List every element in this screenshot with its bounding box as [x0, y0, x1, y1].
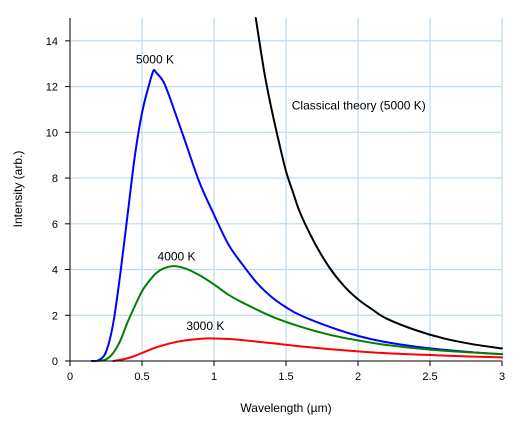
- curve-label: 3000 K: [186, 319, 224, 333]
- x-tick-label: 3: [499, 371, 505, 383]
- y-tick-label: 2: [52, 310, 58, 322]
- y-tick-label: 10: [46, 127, 58, 139]
- curve-label: 4000 K: [158, 249, 196, 263]
- series-line-3000-k: [112, 337, 503, 362]
- x-tick-label: 1: [211, 371, 217, 383]
- axis-ticks: 0 0.5 1 1.5 2 2.5 3 0 2 4 6 8 10 12 14: [46, 36, 505, 383]
- y-tick-label: 14: [46, 36, 58, 48]
- annotations: 5000 K 4000 K 3000 K Classical theory (5000…: [136, 53, 426, 333]
- y-tick-label: 8: [52, 173, 58, 185]
- series-line-classical-theory-5000-k: [254, 17, 503, 350]
- y-tick-label: 4: [52, 265, 58, 277]
- curve-label: Classical theory (5000 K): [292, 98, 426, 112]
- gridlines: [70, 18, 503, 361]
- x-axis-title: Wavelength (µm): [240, 401, 331, 415]
- x-tick-label: 0: [67, 371, 73, 383]
- x-tick-label: 2: [355, 371, 361, 383]
- series-lines: [90, 17, 503, 363]
- series-line-5000-k: [90, 68, 503, 363]
- x-tick-label: 2.5: [422, 371, 437, 383]
- x-tick-label: 1.5: [278, 371, 293, 383]
- x-tick-label: 0.5: [134, 371, 149, 383]
- y-tick-label: 6: [52, 219, 58, 231]
- curve-label: 5000 K: [136, 53, 174, 67]
- y-tick-label: 12: [46, 82, 58, 94]
- y-tick-label: 0: [52, 356, 58, 368]
- y-axis-title: Intensity (arb.): [11, 151, 25, 228]
- series-line-4000-k: [97, 265, 503, 362]
